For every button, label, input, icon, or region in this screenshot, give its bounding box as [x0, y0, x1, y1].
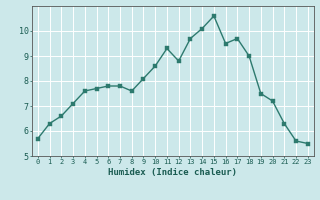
X-axis label: Humidex (Indice chaleur): Humidex (Indice chaleur) [108, 168, 237, 177]
